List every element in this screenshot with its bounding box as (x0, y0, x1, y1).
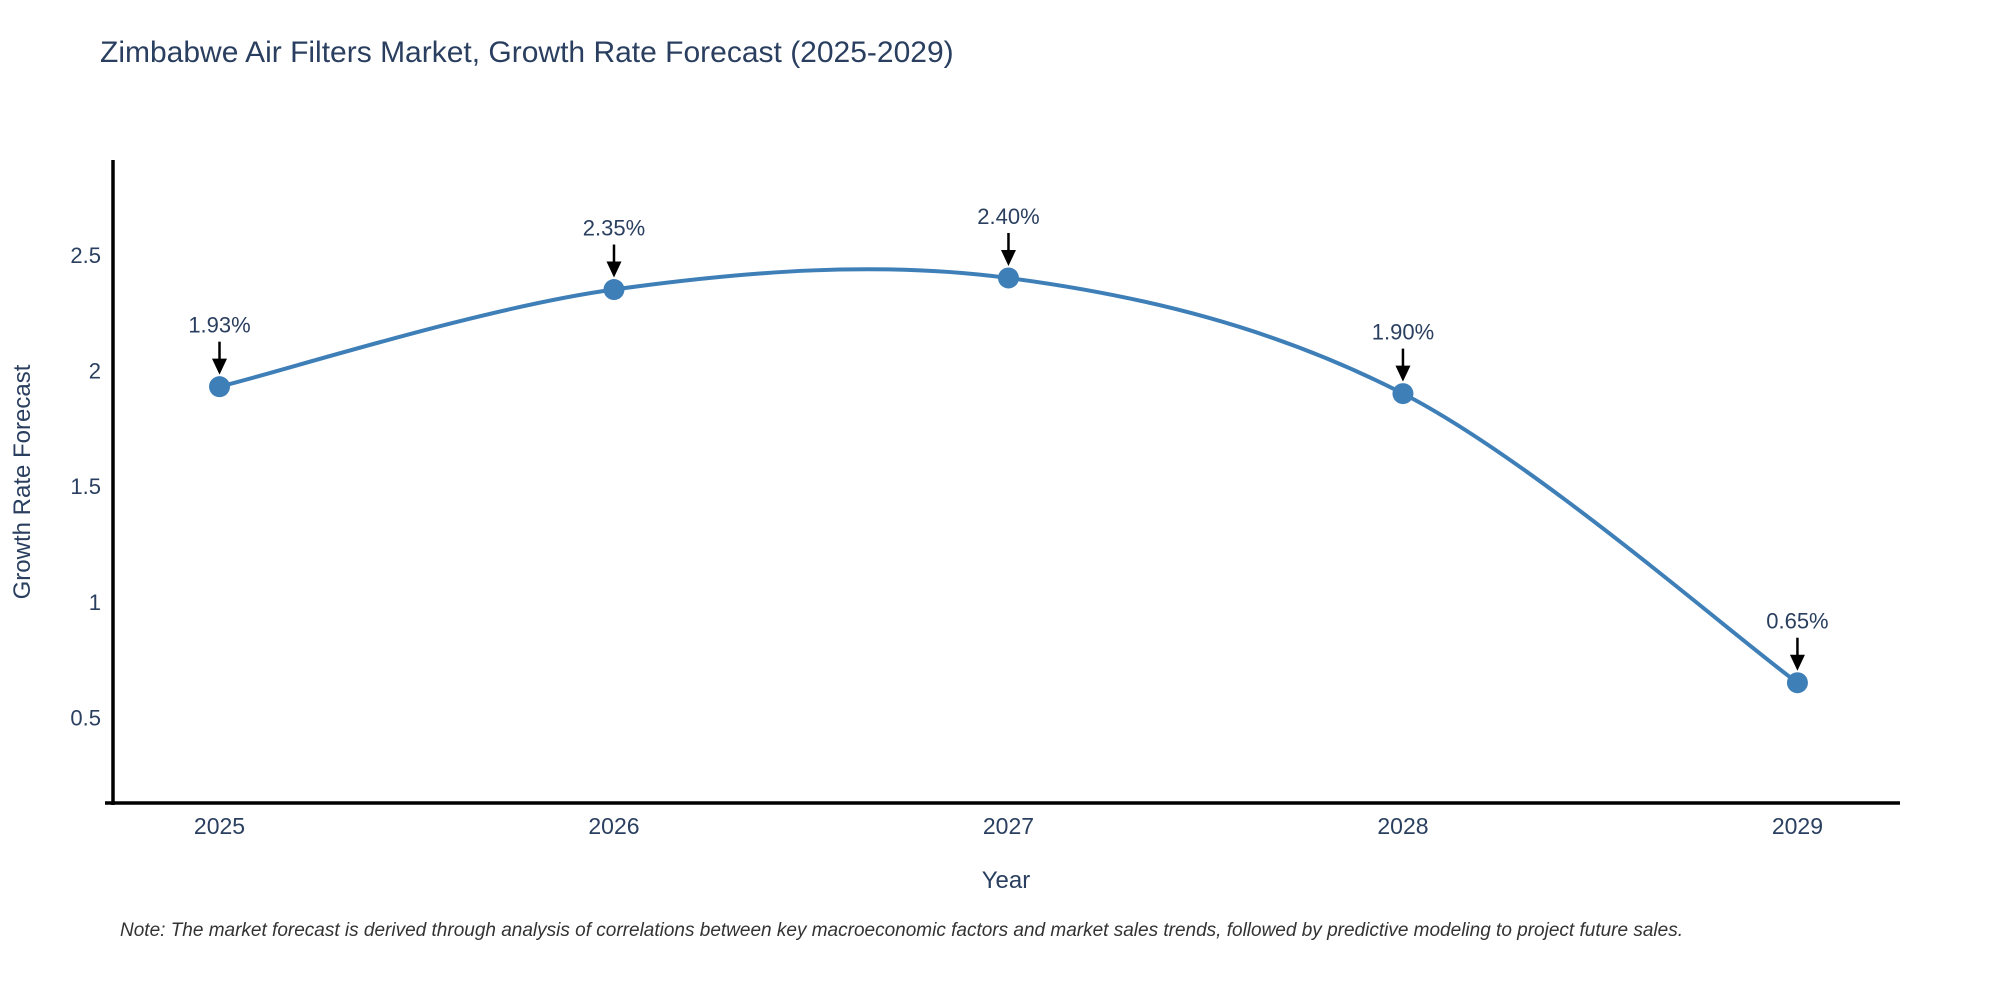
x-axis-title: Year (982, 867, 1031, 894)
annotation-arrow-head (606, 261, 622, 278)
x-tick-label: 2029 (1772, 813, 1823, 839)
y-tick-label: 0.5 (70, 705, 101, 730)
y-axis-title: Growth Rate Forecast (9, 364, 36, 599)
x-tick-label: 2025 (194, 813, 245, 839)
y-tick-label: 2 (89, 358, 101, 383)
annotation-arrow-head (212, 358, 228, 375)
x-tick-label: 2027 (983, 813, 1034, 839)
y-tick-label: 1 (89, 590, 101, 615)
x-tick-label: 2026 (588, 813, 639, 839)
trend-line (217, 267, 1800, 685)
annotation-arrow-head (1395, 365, 1411, 382)
data-point-marker[interactable] (1392, 383, 1414, 405)
point-annotation: 0.65% (1766, 609, 1828, 634)
data-point-marker[interactable] (209, 376, 231, 398)
data-point-marker[interactable] (1786, 672, 1808, 694)
annotation-arrow-head (1789, 654, 1805, 671)
data-point-marker[interactable] (603, 279, 625, 301)
annotation-arrow-head (1000, 249, 1016, 266)
chart-title: Zimbabwe Air Filters Market, Growth Rate… (100, 36, 954, 69)
y-tick-label: 2.5 (70, 243, 101, 268)
y-tick-label: 1.5 (70, 474, 101, 499)
point-annotation: 2.35% (583, 216, 645, 241)
point-annotation: 1.90% (1372, 320, 1434, 345)
x-tick-label: 2028 (1377, 813, 1428, 839)
data-point-marker[interactable] (997, 267, 1019, 289)
point-annotation: 2.40% (977, 204, 1039, 229)
point-annotation: 1.93% (188, 313, 250, 338)
plot-area: 0.5 1 1.5 2 2.5 2025 2026 2027 2028 2029 1.93% 2.35… (70, 160, 1900, 839)
footnote: Note: The market forecast is derived thr… (120, 920, 1683, 941)
